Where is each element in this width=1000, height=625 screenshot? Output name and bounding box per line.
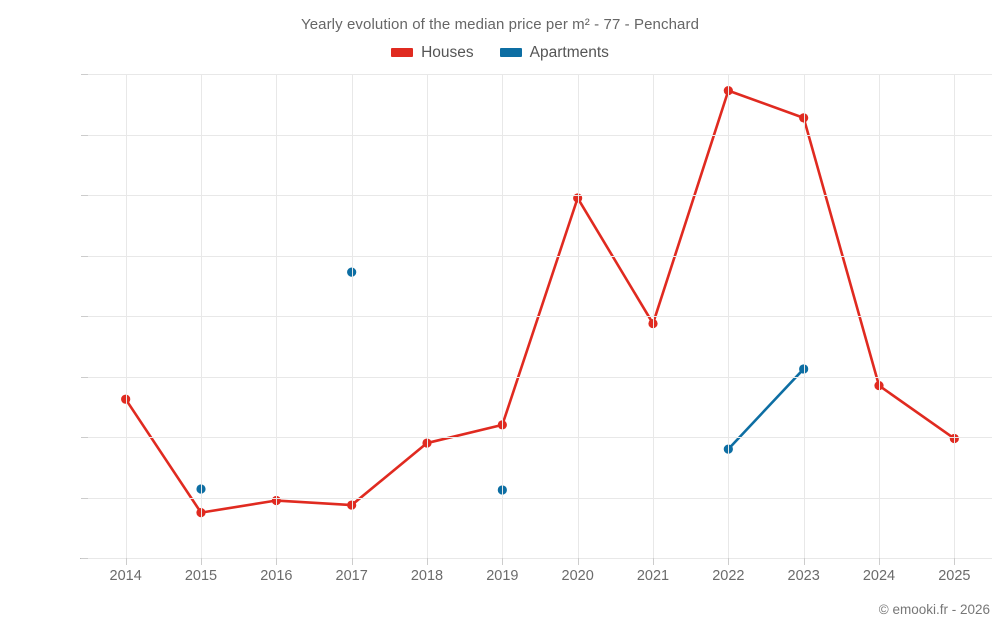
gridline-vertical <box>351 74 353 558</box>
x-axis-tick-mark <box>351 558 353 565</box>
y-axis-tick-mark <box>81 376 88 378</box>
gridline-vertical <box>427 74 428 558</box>
x-axis-tick-mark <box>276 558 278 565</box>
x-axis-tick-label: 2023 <box>787 568 820 584</box>
x-axis-tick-mark <box>502 558 504 565</box>
chart-title: Yearly evolution of the median price per… <box>300 16 700 33</box>
gridline-vertical <box>276 74 278 558</box>
y-axis-tick-mark <box>81 437 88 438</box>
x-axis-tick-mark <box>427 558 428 565</box>
gridline-horizontal <box>88 74 992 75</box>
gridline-vertical <box>502 74 504 558</box>
x-axis-tick-label: 2014 <box>109 568 142 584</box>
series-line <box>124 89 956 514</box>
y-axis-tick-mark <box>81 497 88 499</box>
x-axis-tick-mark <box>954 558 956 565</box>
legend-item[interactable]: Apartments <box>499 44 609 61</box>
x-axis-tick-mark <box>803 558 805 565</box>
x-axis-tick-label: 2022 <box>712 568 745 584</box>
gridline-horizontal <box>88 134 992 136</box>
x-axis-tick-mark <box>653 558 654 565</box>
gridline-horizontal <box>88 255 992 257</box>
plot-area: 2 000 €2 200 €2 400 €2 600 €2 800 €3 000… <box>80 74 992 584</box>
x-axis-tick-label: 2025 <box>938 568 971 584</box>
gridline-horizontal <box>88 437 992 438</box>
y-axis-tick-mark <box>81 134 88 136</box>
x-axis-tick-mark <box>879 558 880 565</box>
y-axis-tick-mark <box>81 74 88 75</box>
x-axis-tick-label: 2017 <box>335 568 368 584</box>
gridline-vertical <box>201 74 202 558</box>
gridline-horizontal <box>88 316 992 317</box>
legend-swatch-icon <box>391 48 414 58</box>
x-axis-tick-label: 2021 <box>636 568 670 584</box>
gridline-horizontal <box>88 195 992 196</box>
x-axis-tick-mark <box>125 558 127 565</box>
legend-item-label: Apartments <box>529 44 609 61</box>
legend-item-label: Houses <box>421 44 474 61</box>
gridline-vertical <box>577 74 579 558</box>
legend-swatch-icon <box>499 48 522 58</box>
y-axis-tick-mark <box>81 558 88 559</box>
x-axis-tick-label: 2019 <box>486 568 519 584</box>
x-axis-tick-mark <box>577 558 579 565</box>
series-line <box>727 367 805 451</box>
x-axis-tick-label: 2015 <box>184 568 218 584</box>
gridline-vertical <box>954 74 956 558</box>
gridline-vertical <box>879 74 880 558</box>
x-axis-tick-label: 2024 <box>862 568 896 584</box>
y-axis-tick-mark <box>81 316 88 317</box>
gridline-horizontal <box>88 376 992 378</box>
gridline-vertical <box>803 74 805 558</box>
x-axis-tick-mark <box>201 558 202 565</box>
x-axis-tick-label: 2018 <box>410 568 444 584</box>
legend-item[interactable]: Houses <box>391 45 474 61</box>
y-axis-tick-mark <box>81 255 88 257</box>
y-axis-tick-mark <box>81 195 88 196</box>
gridline-vertical <box>125 74 127 558</box>
gridline-horizontal <box>88 558 992 559</box>
x-axis-tick-label: 2020 <box>561 568 594 584</box>
gridline-horizontal <box>88 497 992 499</box>
copyright-credit: © emooki.fr - 2026 <box>878 602 990 617</box>
chart-legend: Houses Apartments <box>0 45 1000 61</box>
gridline-vertical <box>653 74 654 558</box>
gridline-vertical <box>728 74 730 558</box>
x-axis-tick-mark <box>728 558 730 565</box>
x-axis-tick-label: 2016 <box>260 568 293 584</box>
